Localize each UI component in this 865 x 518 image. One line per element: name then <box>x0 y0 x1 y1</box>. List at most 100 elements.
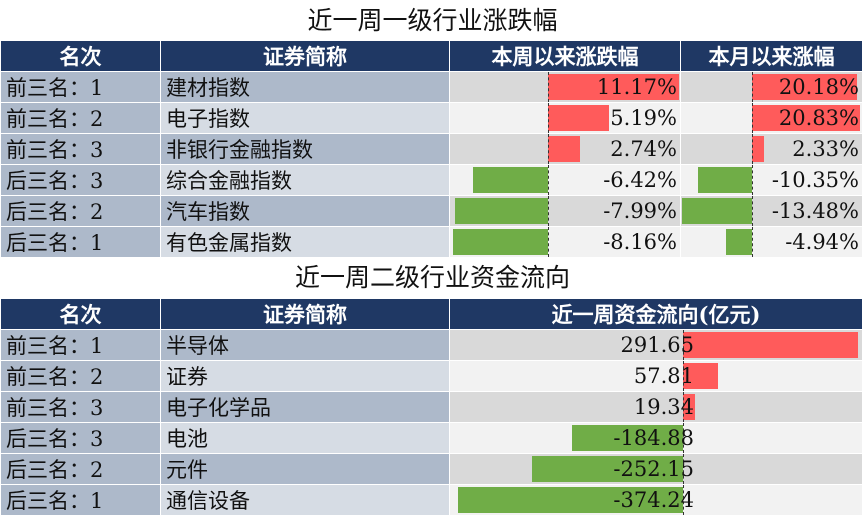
security-name-cell: 综合金融指数 <box>160 164 450 196</box>
positive-bar <box>548 136 581 162</box>
zero-axis-line <box>752 165 753 195</box>
value-label: 20.83% <box>778 106 859 130</box>
value-label: 20.18% <box>778 75 859 99</box>
table2-title: 近一周二级行业资金流向 <box>294 263 570 292</box>
negative-bar <box>452 229 548 255</box>
fund-flow-cell: -252.15 <box>449 453 863 485</box>
rank-cell: 后三名：1 <box>0 226 161 258</box>
fund-flow-cell: 19.34 <box>449 391 863 423</box>
zero-axis-line <box>752 72 753 102</box>
security-name-cell: 非银行金融指数 <box>160 133 450 165</box>
rank-cell: 后三名：3 <box>0 422 161 454</box>
value-label: -6.42% <box>603 168 677 192</box>
security-name-cell: 元件 <box>160 453 450 485</box>
week-change-cell: 5.19% <box>449 102 681 134</box>
zero-axis-line <box>548 227 549 257</box>
table-row: 前三名：2 电子指数 5.19% 20.83% <box>0 102 863 134</box>
month-change-cell: -4.94% <box>680 226 863 258</box>
security-name-cell: 有色金属指数 <box>160 226 450 258</box>
value-label: -8.16% <box>603 230 677 254</box>
table-row: 后三名：3 综合金融指数 -6.42% -10.35% <box>0 164 863 196</box>
rank-cell: 前三名：1 <box>0 71 161 103</box>
negative-bar <box>572 425 683 451</box>
zero-axis-line <box>683 392 684 422</box>
fund-flow-cell: -374.24 <box>449 484 863 516</box>
table-row: 后三名：1 有色金属指数 -8.16% -4.94% <box>0 226 863 258</box>
table-row: 前三名：1 建材指数 11.17% 20.18% <box>0 71 863 103</box>
value-label: 19.34 <box>633 395 694 419</box>
negative-bar <box>681 198 752 224</box>
table-row: 前三名：2 证券 57.81 <box>0 360 863 392</box>
rank-cell: 前三名：3 <box>0 391 161 423</box>
positive-bar <box>752 136 765 162</box>
negative-bar <box>698 167 752 193</box>
table-row: 后三名：1 通信设备 -374.24 <box>0 484 863 516</box>
header-fund-flow: 近一周资金流向(亿元) <box>449 298 863 330</box>
positive-bar <box>752 74 857 100</box>
month-change-cell: -10.35% <box>680 164 863 196</box>
value-label: -10.35% <box>771 168 859 192</box>
table2-header-row: 名次 证券简称 近一周资金流向(亿元) <box>0 298 863 330</box>
positive-bar <box>683 363 718 389</box>
fund-flow-cell: 291.65 <box>449 329 863 361</box>
header-name: 证券简称 <box>160 40 450 72</box>
negative-bar <box>454 198 548 224</box>
positive-bar <box>548 74 679 100</box>
value-label: 2.33% <box>792 137 859 161</box>
security-name-cell: 通信设备 <box>160 484 450 516</box>
value-label: 291.65 <box>620 333 694 357</box>
table-row: 后三名：2 元件 -252.15 <box>0 453 863 485</box>
negative-bar <box>726 229 752 255</box>
value-label: 2.74% <box>610 137 677 161</box>
week-change-cell: 2.74% <box>449 133 681 165</box>
header-name: 证券简称 <box>160 298 450 330</box>
security-name-cell: 电子化学品 <box>160 391 450 423</box>
value-label: 5.19% <box>610 106 677 130</box>
zero-axis-line <box>683 454 684 484</box>
zero-axis-line <box>752 103 753 133</box>
value-label: -374.24 <box>613 488 694 512</box>
security-name-cell: 汽车指数 <box>160 195 450 227</box>
week-change-cell: 11.17% <box>449 71 681 103</box>
table-row: 前三名：3 电子化学品 19.34 <box>0 391 863 423</box>
header-rank: 名次 <box>0 298 161 330</box>
fund-flow-cell: 57.81 <box>449 360 863 392</box>
value-label: -4.94% <box>785 230 859 254</box>
zero-axis-line <box>548 72 549 102</box>
zero-axis-line <box>548 196 549 226</box>
value-label: 11.17% <box>596 75 677 99</box>
value-label: -13.48% <box>771 199 859 223</box>
rank-cell: 后三名：2 <box>0 453 161 485</box>
month-change-cell: 20.83% <box>680 102 863 134</box>
table-row: 前三名：3 非银行金融指数 2.74% 2.33% <box>0 133 863 165</box>
value-label: 57.81 <box>633 364 694 388</box>
table1-title: 近一周一级行业涨跌幅 <box>307 6 558 35</box>
zero-axis-line <box>683 423 684 453</box>
zero-axis-line <box>548 134 549 164</box>
header-rank: 名次 <box>0 40 161 72</box>
rank-cell: 前三名：3 <box>0 133 161 165</box>
week-change-cell: -8.16% <box>449 226 681 258</box>
value-label: -7.99% <box>603 199 677 223</box>
table1-header-row: 名次 证券简称 本周以来涨跌幅 本月以来涨幅 <box>0 40 863 72</box>
table-row: 后三名：3 电池 -184.88 <box>0 422 863 454</box>
security-name-cell: 电池 <box>160 422 450 454</box>
positive-bar <box>683 394 695 420</box>
security-name-cell: 建材指数 <box>160 71 450 103</box>
month-change-cell: 2.33% <box>680 133 863 165</box>
rank-cell: 前三名：2 <box>0 360 161 392</box>
rank-cell: 前三名：2 <box>0 102 161 134</box>
zero-axis-line <box>752 227 753 257</box>
rank-cell: 后三名：3 <box>0 164 161 196</box>
zero-axis-line <box>752 196 753 226</box>
security-name-cell: 半导体 <box>160 329 450 361</box>
rank-cell: 后三名：2 <box>0 195 161 227</box>
header-month-change: 本月以来涨幅 <box>680 40 863 72</box>
positive-bar <box>752 105 861 131</box>
positive-bar <box>548 105 609 131</box>
week-change-cell: -7.99% <box>449 195 681 227</box>
zero-axis-line <box>752 134 753 164</box>
header-week-change: 本周以来涨跌幅 <box>449 40 681 72</box>
zero-axis-line <box>683 361 684 391</box>
rank-cell: 前三名：1 <box>0 329 161 361</box>
